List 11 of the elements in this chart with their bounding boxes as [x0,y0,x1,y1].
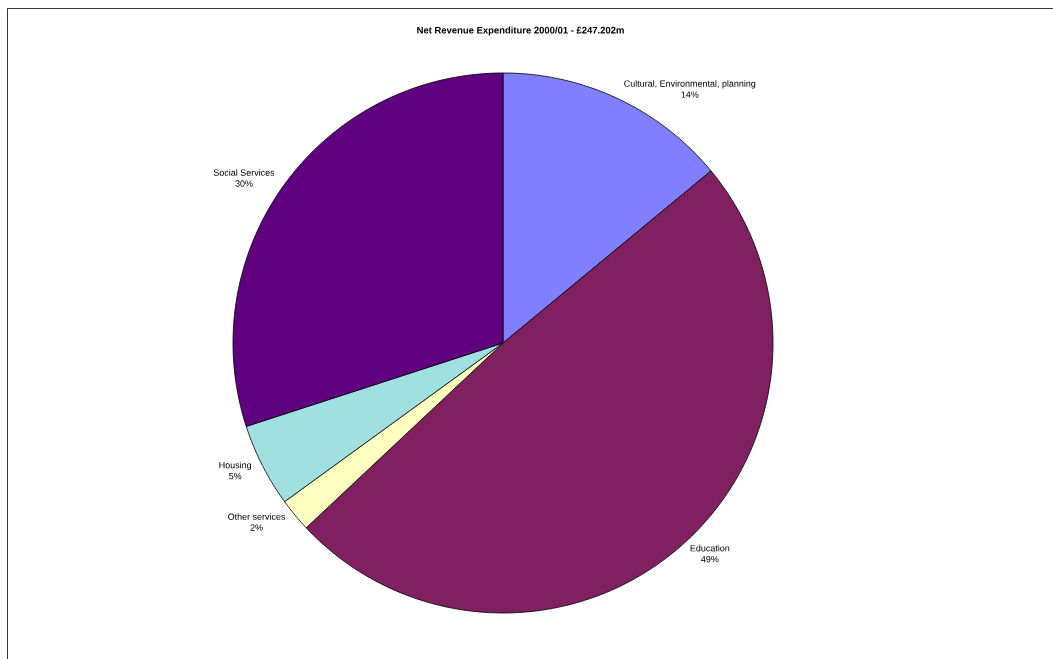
slice-label: Housing [219,461,252,471]
data-label: 2% [250,524,263,531]
slice-label: Education [690,544,730,552]
data-label: 14% [681,91,699,98]
data-label: 49% [701,556,719,563]
data-label: 30% [235,180,253,187]
slice-label: Cultural, Environmental, planning [624,80,756,89]
slice-label: Other services [228,513,286,520]
slice-label: Social Services [213,169,275,176]
data-label: 5% [229,472,242,480]
chart-title: Net Revenue Expenditure 2000/01 - £247.202m [417,26,624,36]
